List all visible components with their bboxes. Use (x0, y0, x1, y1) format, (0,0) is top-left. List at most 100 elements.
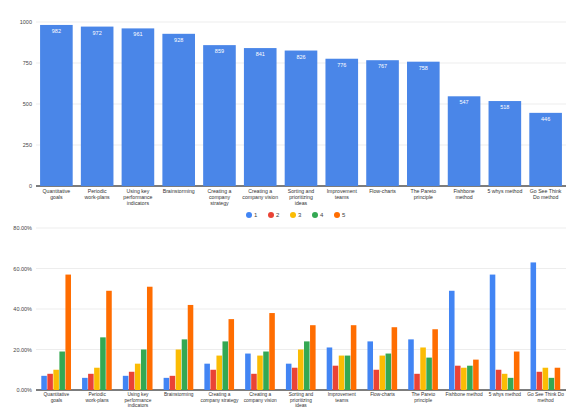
data-label: 767 (378, 63, 387, 69)
bar (176, 350, 182, 391)
bar (135, 364, 141, 390)
bar (448, 96, 481, 186)
bar (59, 352, 65, 390)
legend-swatch (246, 212, 252, 218)
bar (210, 370, 216, 390)
bar (327, 347, 333, 390)
y-tick-label: 0.00% (16, 387, 32, 393)
bar (449, 291, 455, 390)
bar (123, 376, 129, 390)
legend-swatch (268, 212, 274, 218)
x-tick-label: Creating acompany vision (244, 392, 277, 403)
bar (82, 378, 88, 390)
bar (81, 27, 114, 186)
data-label: 961 (133, 31, 142, 37)
chart-1: 0.00%20.00%40.00%60.00%80.00%Quantitativ… (13, 212, 566, 408)
marks (41, 262, 560, 390)
x-tick-label: Sorting andprioritizingideas (288, 188, 315, 206)
data-label: 446 (541, 116, 550, 122)
bar (229, 319, 235, 390)
bar (203, 45, 236, 186)
bar (543, 368, 549, 390)
grid-line (36, 228, 566, 229)
x-tick-label: Creating acompany vision (242, 188, 278, 200)
data-label: 928 (174, 37, 183, 43)
bar (414, 374, 420, 390)
data-label: 982 (52, 28, 61, 34)
legend-label: 3 (298, 212, 302, 218)
legend: 12345 (246, 212, 346, 218)
bar (555, 368, 561, 390)
bar (204, 364, 210, 390)
x-tick-label: Go See Think Domethod (527, 392, 564, 403)
bar (222, 341, 228, 390)
bar (100, 337, 106, 390)
bar (251, 374, 257, 390)
bar (333, 366, 339, 390)
bar (129, 372, 135, 390)
bar (380, 356, 386, 390)
bar (489, 101, 522, 186)
bar (514, 352, 520, 390)
grid-line (36, 22, 566, 23)
legend-label: 5 (342, 212, 346, 218)
x-tick-label: Quantitativegoals (43, 188, 71, 200)
bar (285, 51, 318, 186)
legend-swatch (312, 212, 318, 218)
bar (508, 378, 514, 390)
x-tick-label: The Paretoprinciple (410, 188, 436, 200)
x-tick-label: Fishbone method (446, 392, 483, 397)
bar (467, 366, 473, 390)
bar (164, 378, 170, 390)
data-label: 547 (459, 99, 468, 105)
y-tick-label: 750 (23, 60, 32, 66)
x-tick-label: Using keyperformanceindicators (123, 188, 152, 206)
x-tick-label: Creating acompanystrategy (207, 188, 231, 206)
bar (473, 360, 479, 390)
legend-label: 2 (276, 212, 280, 218)
bar (531, 262, 537, 390)
bar (141, 350, 147, 391)
bar (529, 113, 562, 186)
x-tick-label: The Paretoprinciple (411, 392, 435, 403)
chart-0: 0250500750100098297296192885984182677676… (20, 19, 566, 206)
bar (94, 368, 100, 390)
bar (426, 358, 432, 390)
legend-swatch (290, 212, 296, 218)
data-label: 758 (419, 65, 428, 71)
bar (304, 341, 310, 390)
x-tick-label: Using keyperformanceindicators (124, 392, 151, 408)
bar (53, 370, 59, 390)
x-tick-label: Flow-charts (370, 392, 395, 397)
bar (298, 350, 304, 391)
bar (351, 325, 357, 390)
y-tick-label: 0 (29, 183, 32, 189)
chart-canvas: 0250500750100098297296192885984182677676… (0, 0, 576, 409)
bar (292, 368, 298, 390)
x-tick-label: Go See ThinkDo method (530, 188, 562, 200)
x-tick-label: Improvementteams (327, 188, 358, 200)
bar (407, 62, 440, 186)
bar (496, 370, 502, 390)
bar (188, 305, 194, 390)
x-tick-label: Brainstorming (164, 392, 194, 397)
bar (366, 60, 399, 186)
bar (182, 339, 188, 390)
x-tick-label: Flow-charts (369, 188, 396, 194)
bar (216, 356, 222, 390)
x-tick-label: Improvementteams (328, 392, 357, 403)
bar (41, 376, 47, 390)
bar (408, 339, 414, 390)
bar (286, 364, 292, 390)
y-tick-label: 250 (23, 142, 32, 148)
bar (263, 352, 269, 390)
bar (244, 48, 277, 186)
legend-swatch (334, 212, 340, 218)
x-tick-label: Creating acompany strategy (201, 392, 239, 403)
bar (257, 356, 263, 390)
y-tick-label: 20.00% (13, 347, 32, 353)
bar (170, 376, 176, 390)
labels: QuantitativegoalsPeriodicwork-plansUsing… (44, 392, 565, 408)
legend-label: 1 (254, 212, 258, 218)
bar (455, 366, 461, 390)
